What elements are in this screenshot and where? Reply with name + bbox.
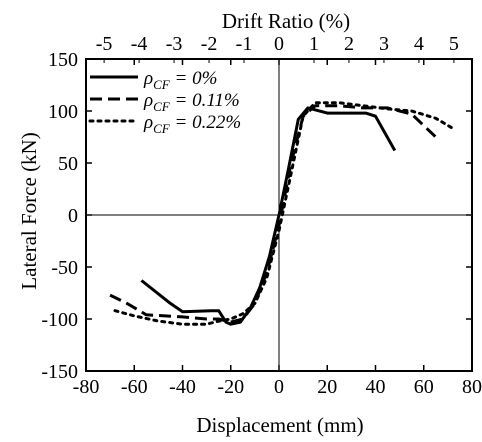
x-tick-label: 20: [317, 376, 337, 398]
top-tick-label: 3: [379, 33, 389, 55]
y-tick-label: 50: [58, 153, 78, 175]
x-tick-label: 60: [414, 376, 434, 398]
top-tick-label: -4: [131, 33, 148, 55]
y-tick-label: -50: [51, 257, 78, 279]
series-line-dotted: [113, 101, 457, 326]
x-tick-label: -40: [169, 376, 196, 398]
top-tick-label: 1: [309, 33, 319, 55]
x-tick-label: -60: [121, 376, 148, 398]
y-axis-title: Lateral Force (kN): [17, 132, 41, 289]
plot-frame: [85, 58, 473, 372]
legend-label: ρCF = 0%: [143, 68, 217, 92]
series-layer: [109, 101, 457, 326]
legend-label: ρCF = 0.11%: [143, 90, 240, 114]
series-line-dashed: [109, 104, 437, 324]
top-tick-label: 5: [449, 33, 459, 55]
axes-layer: -80 -60 -40 -20 0 20 40 60 80150100500-50-100-15…: [41, 33, 482, 398]
legend-label: ρCF = 0.22%: [143, 112, 241, 136]
x-tick-label: 40: [366, 376, 386, 398]
x-tick-label: 0: [274, 376, 284, 398]
x-axis-title: Displacement (mm): [196, 413, 363, 437]
x-tick-label: -20: [217, 376, 244, 398]
series-line-solid: [140, 106, 397, 326]
y-tick-label: -100: [41, 309, 78, 331]
y-tick-label: 0: [68, 205, 78, 227]
y-tick-label: -150: [41, 361, 78, 383]
x-tick-label: 80: [462, 376, 482, 398]
top-tick-label: 0: [274, 33, 284, 55]
x-tick-label: -80: [73, 376, 100, 398]
top-tick-label: 4: [414, 33, 424, 55]
top-tick-label: -3: [166, 33, 183, 55]
legend: ρCF = 0%ρCF = 0.11%ρCF = 0.22%: [88, 68, 241, 136]
top-tick-label: -5: [96, 33, 113, 55]
top-axis-title: Drift Ratio (%): [222, 9, 350, 33]
top-tick-label: -2: [201, 33, 218, 55]
top-tick-label: 2: [344, 33, 354, 55]
y-tick-label: 100: [48, 101, 78, 123]
top-tick-label: -1: [236, 33, 253, 55]
y-tick-label: 150: [48, 49, 78, 71]
